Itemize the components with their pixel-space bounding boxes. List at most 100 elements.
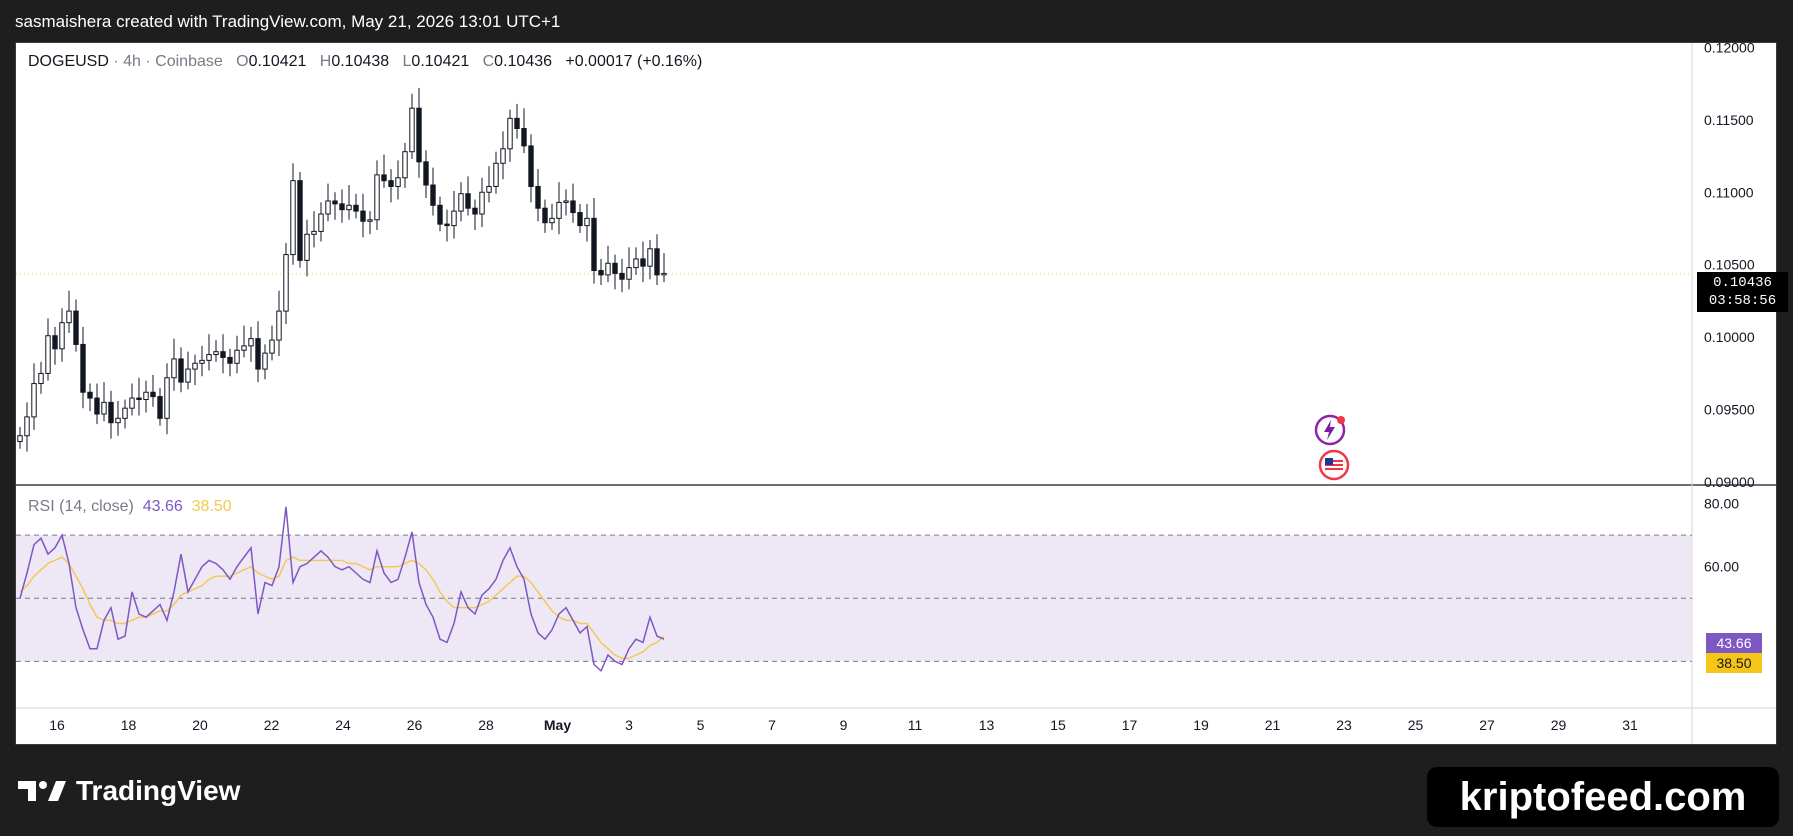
candle-body — [346, 204, 352, 211]
candle-body — [325, 200, 331, 215]
candle-body — [59, 322, 65, 350]
rsi-tick-label: 60.00 — [1704, 559, 1739, 575]
candle-body — [31, 383, 37, 418]
candle-body — [227, 356, 233, 364]
candle-body — [521, 128, 527, 147]
candle-body — [493, 162, 499, 187]
time-tick-label: 17 — [1122, 717, 1138, 733]
symbol-legend: DOGEUSD · 4h · Coinbase O0.10421 H0.1043… — [28, 53, 703, 70]
candle-body — [52, 335, 58, 350]
price-tick-label: 0.09500 — [1704, 402, 1755, 418]
low-value: 0.10421 — [411, 53, 470, 70]
candle-body — [213, 351, 219, 356]
candle-body — [283, 254, 289, 312]
candle-body — [409, 107, 415, 153]
candle-body — [171, 358, 177, 379]
candle-body — [178, 358, 184, 383]
candle-body — [367, 219, 373, 222]
lightning-event-icon[interactable] — [1313, 413, 1347, 447]
time-tick-label: 29 — [1551, 717, 1567, 733]
candle-body — [381, 174, 387, 182]
rsi-value: 43.66 — [142, 498, 183, 515]
candle-body — [24, 416, 30, 437]
price-tick-label: 0.10500 — [1704, 257, 1755, 273]
candle-body — [122, 407, 128, 419]
candle-body — [556, 201, 562, 219]
candle-body — [206, 354, 212, 361]
candle-body — [353, 204, 359, 212]
open-value: 0.10421 — [248, 53, 307, 70]
time-tick-label: 11 — [908, 717, 923, 733]
candle-body — [136, 397, 142, 400]
candles — [17, 87, 667, 452]
candle-body — [647, 248, 653, 267]
candle-body — [311, 230, 317, 235]
low-label: L — [402, 53, 412, 70]
candle-body — [332, 200, 338, 205]
tradingview-wordmark: TradingView — [76, 775, 241, 806]
candle-body — [220, 351, 226, 358]
price-tick-label: 0.11000 — [1704, 184, 1754, 200]
us-flag-event-icon[interactable] — [1318, 449, 1352, 483]
candle-body — [591, 217, 597, 272]
chart-canvas[interactable]: 0.12000 0.11500 0.11000 0.10500 0.10000 0.095… — [16, 43, 1776, 744]
time-tick-label: 24 — [335, 717, 351, 733]
rsi-legend: RSI (14, close) 43.66 38.50 — [28, 498, 232, 516]
candle-body — [500, 148, 506, 164]
candle-body — [87, 391, 93, 399]
candle-body — [570, 200, 576, 214]
interval-label[interactable]: 4h — [123, 53, 141, 70]
time-tick-label: 22 — [264, 717, 280, 733]
chart-frame[interactable]: 0.12000 0.11500 0.11000 0.10500 0.10000 0.095… — [15, 42, 1788, 745]
chart-caption: sasmaishera created with TradingView.com… — [15, 12, 561, 31]
time-tick-label: 25 — [1408, 717, 1424, 733]
candle-body — [542, 207, 548, 224]
candle-body — [598, 270, 604, 276]
exchange-label: Coinbase — [155, 53, 223, 70]
candle-body — [654, 248, 660, 276]
candle-body — [101, 401, 107, 415]
symbol-name[interactable]: DOGEUSD — [28, 53, 109, 70]
candle-body — [73, 310, 79, 345]
candle-body — [472, 207, 478, 215]
candle-body — [297, 180, 303, 261]
candle-body — [234, 349, 240, 364]
candle-body — [374, 174, 380, 221]
tradingview-logo-icon — [18, 781, 66, 801]
time-tick-label: May — [544, 717, 571, 733]
candle-body — [241, 345, 247, 351]
candle-body — [318, 213, 324, 232]
candle-body — [269, 339, 275, 354]
price-tick-label: 0.10000 — [1704, 329, 1755, 345]
last-price: 0.10436 — [1713, 275, 1772, 291]
time-tick-label: 18 — [121, 717, 137, 733]
candle-body — [549, 217, 555, 224]
tradingview-logo[interactable]: TradingView — [18, 775, 240, 807]
rsi-name[interactable]: RSI (14, close) — [28, 498, 134, 515]
candle-body — [45, 335, 51, 374]
time-tick-label: 15 — [1050, 717, 1066, 733]
rsi-ma-badge: 38.50 — [1706, 653, 1762, 673]
candle-body — [129, 397, 135, 409]
candle-body — [304, 233, 310, 261]
rsi-ma-value: 38.50 — [191, 498, 232, 515]
candle-body — [402, 151, 408, 179]
candle-body — [248, 338, 254, 347]
time-tick-label: 28 — [478, 717, 494, 733]
candle-body — [388, 180, 394, 187]
candle-body — [465, 193, 471, 209]
change-value: +0.00017 (+0.16%) — [565, 53, 703, 70]
price-tick-label: 0.11500 — [1704, 112, 1754, 128]
candle-body — [584, 217, 590, 227]
candle-body — [199, 359, 205, 364]
candle-body — [514, 117, 520, 130]
rsi-line — [19, 506, 665, 673]
time-tick-label: 3 — [625, 717, 633, 733]
candle-body — [360, 210, 366, 222]
time-tick-label: 7 — [768, 717, 776, 733]
time-tick-label: 13 — [979, 717, 995, 733]
candle-body — [563, 200, 569, 203]
price-tick-label: 0.09000 — [1704, 474, 1755, 490]
high-value: 0.10438 — [331, 53, 390, 70]
high-label: H — [319, 53, 332, 70]
